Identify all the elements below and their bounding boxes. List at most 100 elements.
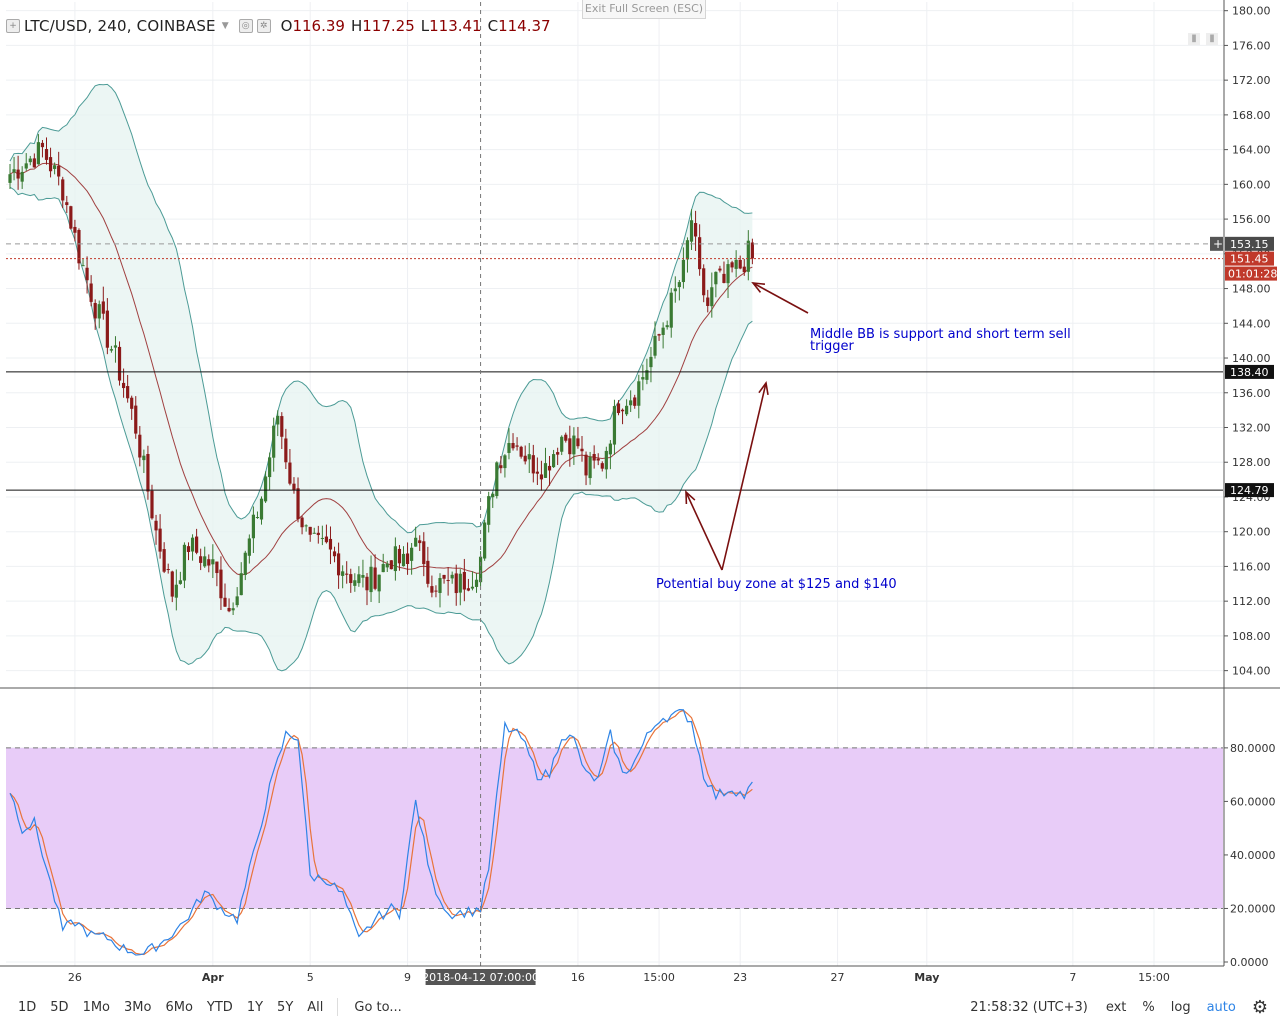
exit-fullscreen-button[interactable]: Exit Full Screen (ESC) [582,0,706,19]
candle-body [511,443,515,449]
time-tick-label: 7 [1069,971,1076,984]
candle-body [405,553,410,564]
chart-properties-icon[interactable]: + [6,19,20,33]
candle-body [698,237,702,270]
eye-icon[interactable]: ◎ [238,19,253,33]
candle-body [316,532,320,536]
annotation-middle-bb: Middle BB is support and short term sell [810,327,1071,342]
candle-body [146,453,150,492]
current-price-label: 151.45 [1230,253,1269,266]
candle-body [65,202,69,206]
range-all-button[interactable]: All [307,999,324,1015]
percent-scale-toggle[interactable]: % [1142,999,1155,1015]
price-tick-label: 168.00 [1232,109,1271,122]
time-tick-label: May [914,971,939,984]
candle-body [48,157,53,172]
candle-body [121,382,126,389]
candle-body [734,259,738,269]
candle-body [572,435,576,455]
candle-body [251,514,255,539]
candle-body [750,242,754,259]
horizontal-levels [6,243,1223,491]
candle-body [560,436,564,452]
candle-body [182,544,187,581]
countdown-label: 01:01:28 [1228,268,1277,281]
last-price-label: 153.15 [1230,238,1269,251]
range-5d-button[interactable]: 5D [50,999,69,1015]
plus-button-box [1210,236,1223,251]
pane-collapse-icon[interactable]: ▮ [1188,33,1200,45]
close-label: C [487,17,499,35]
candle-body [158,528,162,552]
range-1mo-button[interactable]: 1Mo [82,999,111,1015]
candle-body [616,403,621,414]
auto-scale-toggle[interactable]: auto [1206,999,1236,1015]
symbol-label[interactable]: LTC/USD, 240, COINBASE [24,17,216,35]
candle-body [320,537,324,539]
candle-body [564,434,568,441]
settings-icon[interactable]: ✲ [256,19,271,33]
bb-middle-line [9,162,753,576]
candle-body [178,580,182,584]
candle-body [247,538,251,556]
range-3mo-button[interactable]: 3Mo [124,999,152,1015]
plus-icon: + [1213,237,1223,251]
candle-body [584,454,588,476]
candle-body [235,596,239,606]
goto-date-button[interactable]: Go to... [354,999,402,1015]
low-value: 113.41 [429,17,482,35]
candle-body [596,458,600,461]
stoch-k-line [9,709,753,956]
candle-body [681,259,686,283]
candle-body [645,370,649,380]
candle-body [361,575,365,578]
time-tick-label: 23 [733,971,747,984]
candle-body [44,148,49,160]
candle-body [515,445,519,447]
candle-body [487,496,491,525]
stochastic-panel [6,709,1223,956]
gear-icon[interactable]: ⚙ [1251,996,1268,1018]
candle-body [219,569,223,599]
countdown-box [1225,266,1277,281]
candle-body [142,455,146,461]
candle-body [551,454,556,468]
candle-body [726,264,730,284]
log-scale-toggle[interactable]: log [1170,999,1191,1015]
candle-body [418,540,422,544]
candle-body [556,452,560,455]
candle-body [466,588,471,591]
price-tick-label: 156.00 [1232,213,1271,226]
price-tick-label: 136.00 [1232,387,1271,400]
candle-body [312,532,316,534]
clock-timezone[interactable]: 21:58:32 (UTC+3) [970,999,1088,1015]
candle-body [483,522,487,559]
range-5y-button[interactable]: 5Y [277,999,294,1015]
chart-legend: + LTC/USD, 240, COINBASE ▼ ◎ ✲ O 116.39 H… [6,16,551,36]
pane-maximize-icon[interactable]: ▮ [1206,33,1218,45]
candle-body [113,345,118,348]
ext-hours-toggle[interactable]: ext [1105,999,1127,1015]
candle-body [203,556,207,567]
open-label: O [280,17,293,35]
time-tick-label: 27 [831,971,845,984]
range-1y-button[interactable]: 1Y [246,999,264,1015]
chevron-down-icon[interactable]: ▼ [221,21,229,31]
range-ytd-button[interactable]: YTD [206,999,233,1015]
candle-body [24,163,28,169]
range-6mo-button[interactable]: 6Mo [165,999,193,1015]
candle-body [539,474,544,480]
range-1d-button[interactable]: 1D [18,999,37,1015]
candle-body [170,571,174,597]
candle-body [105,310,109,348]
time-tick-label: 15:00 [643,971,675,984]
annotations: Middle BB is support and short term sell… [656,282,1071,592]
candle-body [454,573,458,594]
candle-body [109,349,114,351]
candle-body [620,409,625,412]
candle-body [73,226,77,233]
candle-body [53,165,57,169]
close-value: 114.37 [498,17,551,35]
candle-body [162,549,166,572]
